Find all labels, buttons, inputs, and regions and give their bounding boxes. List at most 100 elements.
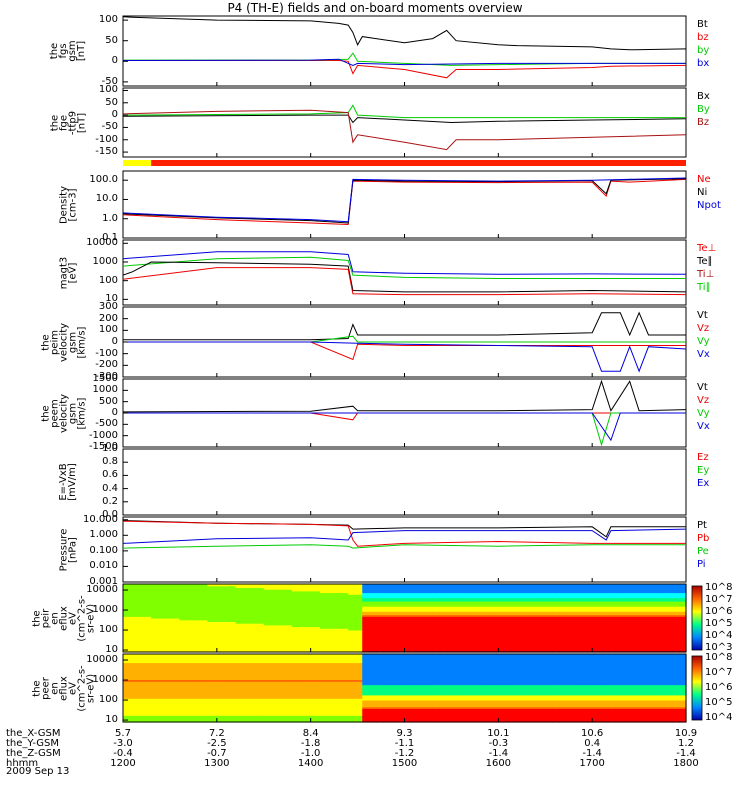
spectrogram-cell (495, 594, 504, 597)
spectrogram-cell (439, 629, 448, 633)
spectrogram-cell (545, 626, 553, 629)
spectrogram-cell (179, 659, 187, 662)
spectrogram-cell (165, 716, 173, 720)
spectrogram-cell (608, 618, 617, 621)
spectrogram-cell (383, 601, 392, 604)
spectrogram-cell (678, 612, 687, 616)
spectrogram-cell (263, 679, 272, 682)
spectrogram-cell (587, 587, 596, 590)
spectrogram-cell (270, 708, 279, 711)
spectrogram-cell (643, 589, 652, 592)
spectrogram-cell (383, 701, 392, 704)
spectrogram-cell (221, 602, 230, 605)
spectrogram-cell (594, 645, 603, 648)
spectrogram-cell (615, 589, 624, 592)
spectrogram-cell (179, 609, 187, 612)
spectrogram-cell (369, 601, 377, 604)
spectrogram-cell (284, 606, 293, 609)
spectrogram-cell (608, 604, 617, 607)
spectrogram-cell (284, 718, 293, 721)
spectrogram-cell (270, 589, 279, 592)
spectrogram-cell (334, 689, 342, 692)
spectrogram-cell (298, 631, 307, 634)
spectrogram-cell (425, 595, 434, 599)
spectrogram-cell (503, 614, 511, 617)
spectrogram-cell (291, 597, 300, 600)
spectrogram-cell (277, 676, 286, 679)
spectrogram-cell (404, 662, 413, 665)
spectrogram-cell (636, 640, 645, 643)
spectrogram-cell (643, 604, 652, 607)
spectrogram-cell (277, 694, 286, 698)
spectrogram-cell (369, 635, 377, 638)
spectrogram-cell (580, 592, 589, 595)
spectrogram-cell (453, 628, 462, 631)
spectrogram-cell (144, 671, 152, 674)
spectrogram-cell (165, 618, 173, 621)
spectrogram-cell (327, 643, 335, 646)
spectrogram-cell (587, 604, 596, 607)
spectrogram-cell (207, 629, 216, 633)
spectrogram-cell (270, 619, 279, 622)
spectrogram-cell (305, 641, 314, 645)
spectrogram-cell (221, 662, 230, 665)
spectrogram-cell (390, 674, 399, 677)
spectrogram-cell (277, 607, 286, 611)
spectrogram-cell (193, 655, 202, 658)
spectrogram-cell (130, 590, 138, 594)
spectrogram-cell (629, 646, 638, 650)
spectrogram-cell (671, 624, 680, 628)
spectrogram-cell (488, 602, 497, 605)
spectrogram-cell (270, 662, 279, 665)
spectrogram-cell (678, 629, 687, 633)
spectrogram-cell (341, 590, 349, 594)
spectrogram-cell (158, 665, 166, 669)
spectrogram-cell (397, 636, 406, 639)
spectrogram-cell (334, 640, 342, 643)
spectrogram-cell (123, 682, 131, 686)
spectrogram-cell (488, 641, 497, 645)
spectrogram-cell (587, 599, 596, 602)
spectrogram-cell (313, 654, 321, 657)
spectrogram-cell (270, 626, 279, 629)
spectrogram-cell (214, 694, 223, 698)
spectrogram-cell (165, 688, 173, 691)
spectrogram-cell (123, 710, 131, 713)
spectrogram-cell (320, 628, 328, 631)
spectrogram-cell (284, 682, 293, 686)
spectrogram-cell (263, 688, 272, 691)
spectrogram-cell (334, 688, 342, 691)
spectrogram-cell (327, 602, 335, 605)
spectrogram-cell (270, 641, 279, 645)
spectrogram-cell (650, 589, 659, 592)
spectrogram-cell (643, 609, 652, 612)
spectrogram-cell (355, 654, 363, 657)
spectrogram-cell (594, 601, 603, 604)
spectrogram-cell (313, 667, 321, 670)
spectrogram-cell (214, 672, 223, 675)
spectrogram-cell (193, 664, 202, 667)
spectrogram-cell (425, 607, 434, 611)
spectrogram-cell (362, 643, 370, 646)
spectrogram-cell (495, 645, 504, 648)
spectrogram-cell (334, 638, 342, 641)
spectrogram-cell (348, 648, 356, 651)
spectrogram-cell (488, 599, 497, 602)
spectrogram-cell (355, 667, 363, 670)
spectrogram-cell (256, 616, 265, 619)
spectrogram-cell (404, 693, 413, 696)
spectrogram-cell (397, 682, 406, 686)
spectrogram-cell (242, 672, 251, 675)
spectrogram-cell (144, 633, 152, 636)
spectrogram-cell (200, 701, 209, 704)
spectrogram-cell (123, 584, 131, 587)
spectrogram-cell (263, 640, 272, 643)
spectrogram-cell (510, 646, 518, 650)
spectrogram-cell (144, 674, 152, 677)
spectrogram-cell (130, 616, 138, 619)
spectrogram-cell (284, 595, 293, 599)
spectrogram-cell (446, 635, 455, 638)
spectrogram-cell (531, 616, 539, 619)
spectrogram-cell (432, 646, 441, 650)
spectrogram-cell (495, 629, 504, 633)
